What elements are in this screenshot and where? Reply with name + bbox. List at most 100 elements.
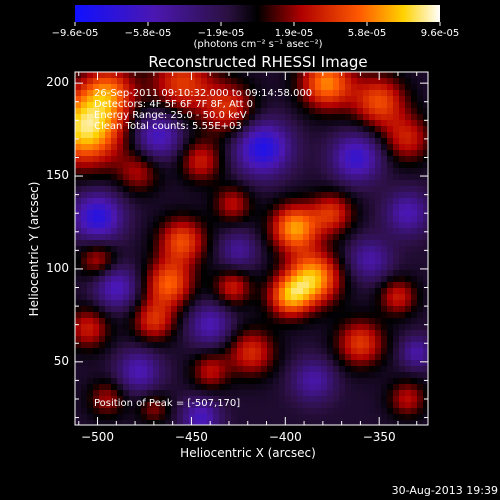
heatmap-cell	[339, 408, 346, 415]
heatmap-cell	[135, 126, 142, 133]
heatmap-cell	[195, 120, 202, 127]
heatmap-cell	[189, 420, 196, 426]
heatmap-cell	[399, 150, 406, 157]
heatmap-cell	[363, 252, 370, 259]
heatmap-cell	[381, 240, 388, 247]
heatmap-cell	[333, 252, 340, 259]
heatmap-cell	[255, 306, 262, 313]
heatmap-cell	[117, 228, 124, 235]
heatmap-cell	[309, 396, 316, 403]
heatmap-cell	[111, 108, 118, 115]
heatmap-cell	[369, 306, 376, 313]
heatmap-cell	[375, 114, 382, 121]
heatmap-cell	[159, 408, 166, 415]
heatmap-cell	[93, 258, 100, 265]
heatmap-cell	[195, 246, 202, 253]
heatmap-cell	[345, 222, 352, 229]
heatmap-cell	[387, 108, 394, 115]
heatmap-cell	[309, 162, 316, 169]
heatmap-cell	[141, 342, 148, 349]
heatmap-cell	[147, 300, 154, 307]
heatmap-cell	[87, 240, 94, 247]
heatmap-cell	[165, 240, 172, 247]
heatmap-cell	[369, 312, 376, 319]
heatmap-cell	[129, 186, 136, 193]
heatmap-cell	[321, 396, 328, 403]
heatmap-cell	[225, 252, 232, 259]
heatmap-cell	[105, 324, 112, 331]
heatmap-cell	[81, 384, 88, 391]
heatmap-cell	[201, 396, 208, 403]
heatmap-cell	[225, 84, 232, 91]
heatmap-cell	[297, 378, 304, 385]
heatmap-cell	[423, 330, 429, 337]
heatmap-cell	[111, 378, 118, 385]
heatmap-cell	[183, 318, 190, 325]
heatmap-cell	[189, 216, 196, 223]
heatmap-cell	[261, 210, 268, 217]
heatmap-cell	[285, 156, 292, 163]
heatmap-cell	[81, 402, 88, 409]
heatmap-cell	[345, 336, 352, 343]
heatmap-cell	[129, 396, 136, 403]
heatmap-cell	[165, 360, 172, 367]
heatmap-cell	[303, 180, 310, 187]
heatmap-cell	[111, 396, 118, 403]
heatmap-cell	[315, 306, 322, 313]
heatmap-cell	[171, 84, 178, 91]
heatmap-cell	[207, 144, 214, 151]
heatmap-cell	[405, 348, 412, 355]
heatmap-cell	[357, 252, 364, 259]
heatmap-cell	[219, 132, 226, 139]
heatmap-cell	[183, 300, 190, 307]
heatmap-cell	[147, 138, 154, 145]
heatmap-cell	[201, 144, 208, 151]
heatmap-cell	[189, 288, 196, 295]
heatmap-cell	[141, 372, 148, 379]
heatmap-cell	[225, 258, 232, 265]
heatmap-cell	[159, 336, 166, 343]
heatmap-cell	[267, 342, 274, 349]
heatmap-cell	[225, 240, 232, 247]
heatmap-cell	[297, 264, 304, 271]
heatmap-cell	[327, 378, 334, 385]
heatmap-cell	[177, 318, 184, 325]
heatmap-cell	[285, 144, 292, 151]
heatmap-cell	[135, 96, 142, 103]
heatmap-cell	[345, 354, 352, 361]
heatmap-cell	[297, 114, 304, 121]
heatmap-cell	[201, 330, 208, 337]
heatmap-cell	[423, 78, 429, 85]
heatmap-cell	[405, 246, 412, 253]
heatmap-cell	[123, 294, 130, 301]
heatmap-cell	[279, 240, 286, 247]
heatmap-cell	[351, 192, 358, 199]
heatmap-cell	[393, 168, 400, 175]
heatmap-cell	[231, 252, 238, 259]
heatmap-cell	[123, 384, 130, 391]
heatmap-cell	[165, 246, 172, 253]
heatmap-cell	[153, 420, 160, 426]
heatmap-cell	[177, 348, 184, 355]
heatmap-cell	[117, 144, 124, 151]
heatmap-cell	[267, 300, 274, 307]
heatmap-cell	[159, 372, 166, 379]
heatmap-cell	[381, 402, 388, 409]
heatmap-cell	[99, 300, 106, 307]
heatmap-cell	[225, 288, 232, 295]
heatmap-cell	[237, 228, 244, 235]
heatmap-cell	[171, 378, 178, 385]
heatmap-cell	[267, 150, 274, 157]
heatmap-cell	[153, 360, 160, 367]
heatmap-cell	[207, 360, 214, 367]
heatmap-cell	[213, 210, 220, 217]
heatmap-cell	[297, 144, 304, 151]
heatmap-cell	[183, 408, 190, 415]
heatmap-cell	[345, 228, 352, 235]
heatmap-cell	[123, 150, 130, 157]
heatmap-cell	[273, 258, 280, 265]
annotation-time-range: 26-Sep-2011 09:10:32.000 to 09:14:58.000	[94, 88, 313, 99]
heatmap-cell	[141, 210, 148, 217]
heatmap-cell	[183, 276, 190, 283]
heatmap-cell	[219, 288, 226, 295]
